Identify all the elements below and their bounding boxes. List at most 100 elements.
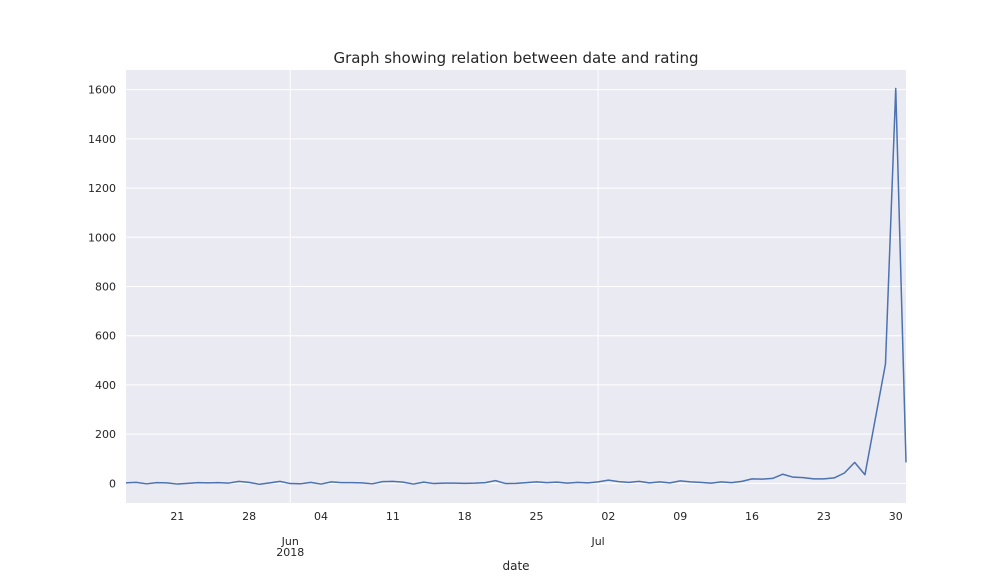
- data-point: [895, 88, 896, 89]
- x-tick-label: 09: [673, 510, 687, 523]
- data-point: [711, 483, 712, 484]
- data-point: [279, 481, 280, 482]
- data-point: [598, 481, 599, 482]
- data-point: [351, 482, 352, 483]
- y-tick-label: 1000: [88, 231, 116, 244]
- data-point: [834, 477, 835, 478]
- data-point: [423, 482, 424, 483]
- data-point: [526, 482, 527, 483]
- data-point: [249, 482, 250, 483]
- data-point: [454, 483, 455, 484]
- data-point: [485, 482, 486, 483]
- data-point: [639, 481, 640, 482]
- data-point: [392, 481, 393, 482]
- data-point: [146, 483, 147, 484]
- data-point: [669, 482, 670, 483]
- data-point: [238, 481, 239, 482]
- data-point: [587, 482, 588, 483]
- data-point: [331, 481, 332, 482]
- data-point: [156, 482, 157, 483]
- y-tick-label: 600: [95, 330, 116, 343]
- data-point: [167, 482, 168, 483]
- data-point: [813, 478, 814, 479]
- data-point: [844, 472, 845, 473]
- x-tick-label: 16: [745, 510, 759, 523]
- x-tick-label-month: Jun: [281, 535, 299, 548]
- data-point: [228, 483, 229, 484]
- data-point: [557, 482, 558, 483]
- data-point: [782, 474, 783, 475]
- data-point: [208, 482, 209, 483]
- data-point: [321, 484, 322, 485]
- data-point: [197, 482, 198, 483]
- data-point: [444, 483, 445, 484]
- y-tick-label: 1600: [88, 84, 116, 97]
- data-point: [372, 483, 373, 484]
- data-point: [803, 477, 804, 478]
- data-point: [187, 483, 188, 484]
- data-point: [762, 479, 763, 480]
- x-tick-label: 25: [530, 510, 544, 523]
- data-point: [885, 364, 886, 365]
- data-point: [403, 482, 404, 483]
- x-tick-label: 21: [170, 510, 184, 523]
- data-point: [618, 481, 619, 482]
- data-point: [752, 478, 753, 479]
- data-point: [300, 483, 301, 484]
- data-point: [218, 482, 219, 483]
- data-point: [854, 462, 855, 463]
- series-line: [125, 87, 907, 486]
- y-tick-label: 400: [95, 379, 116, 392]
- data-point: [864, 474, 865, 475]
- data-point: [700, 482, 701, 483]
- chart-title: Graph showing relation between date and …: [333, 49, 698, 67]
- data-point: [382, 481, 383, 482]
- data-point: [546, 482, 547, 483]
- data-point: [259, 484, 260, 485]
- x-tick-label: 11: [386, 510, 400, 523]
- data-point: [772, 478, 773, 479]
- data-point: [126, 482, 127, 483]
- x-tick-label: 18: [458, 510, 472, 523]
- data-point: [741, 481, 742, 482]
- x-tick-label: 04: [314, 510, 328, 523]
- data-point: [536, 481, 537, 482]
- data-point: [433, 483, 434, 484]
- data-point: [495, 480, 496, 481]
- data-point: [608, 480, 609, 481]
- x-tick-label: 23: [817, 510, 831, 523]
- data-point: [577, 482, 578, 483]
- data-point: [649, 482, 650, 483]
- grid-lines: [126, 70, 906, 503]
- data-point: [690, 481, 691, 482]
- data-point: [413, 484, 414, 485]
- data-point: [567, 483, 568, 484]
- data-point: [177, 484, 178, 485]
- y-tick-label: 200: [95, 428, 116, 441]
- data-point: [464, 483, 465, 484]
- data-point: [310, 482, 311, 483]
- x-tick-label: 02: [601, 510, 615, 523]
- data-point: [505, 483, 506, 484]
- data-point: [659, 481, 660, 482]
- data-point: [628, 482, 629, 483]
- y-tick-label: 1200: [88, 182, 116, 195]
- x-axis-title: date: [502, 559, 529, 573]
- data-point: [341, 482, 342, 483]
- data-point: [680, 480, 681, 481]
- y-tick-label: 800: [95, 281, 116, 294]
- data-point: [516, 483, 517, 484]
- y-axis-ticks: 0 200 400 600 800 1000 1200 1400 1600: [88, 84, 116, 491]
- x-tick-label-month: Jul: [590, 535, 604, 548]
- y-tick-label: 0: [109, 477, 116, 490]
- data-point: [721, 481, 722, 482]
- data-point: [793, 477, 794, 478]
- data-point: [875, 419, 876, 420]
- data-point: [136, 482, 137, 483]
- data-point: [474, 483, 475, 484]
- data-point: [906, 462, 907, 463]
- data-point: [731, 482, 732, 483]
- y-tick-label: 1400: [88, 133, 116, 146]
